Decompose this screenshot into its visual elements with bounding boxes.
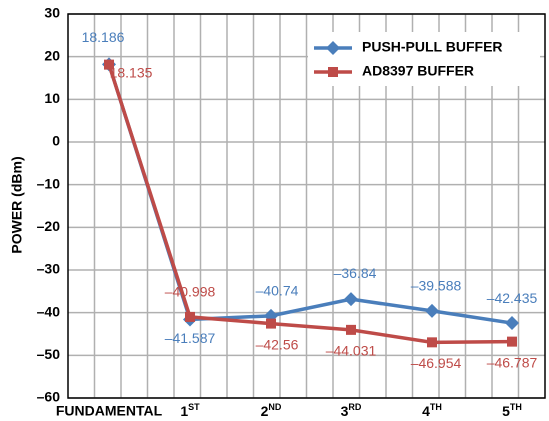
y-tick-label: 10 [44, 90, 60, 106]
y-tick-label: –10 [37, 175, 61, 191]
legend-marker [328, 67, 338, 77]
y-tick-label: –60 [37, 389, 61, 405]
x-tick-label: FUNDAMENTAL [56, 403, 163, 419]
marker [104, 59, 114, 70]
data-label: –46.954 [411, 355, 462, 371]
marker [505, 316, 519, 331]
y-tick-label: 20 [44, 47, 60, 63]
data-label: –39.588 [411, 278, 462, 294]
y-tick-label: 0 [52, 133, 60, 149]
x-tick-label: 3RD [341, 402, 362, 418]
y-tick-label: –30 [37, 261, 61, 277]
y-tick-label: –50 [37, 346, 61, 362]
x-tick-label: 5TH [502, 402, 522, 418]
y-tick-label: –40 [37, 303, 61, 319]
marker [346, 324, 356, 335]
x-tick-label: 4TH [422, 402, 442, 418]
marker [507, 336, 517, 347]
legend-box [308, 32, 540, 86]
marker [425, 303, 439, 318]
data-label: –42.435 [487, 290, 538, 306]
data-label: 18.186 [82, 29, 125, 45]
legend-label: AD8397 BUFFER [362, 63, 474, 79]
data-label: –46.787 [487, 354, 538, 370]
plot-frame [67, 13, 546, 399]
legend-marker [326, 41, 340, 55]
data-label: –44.031 [326, 343, 377, 359]
marker [427, 337, 437, 348]
marker [344, 292, 358, 307]
y-tick-label: 30 [44, 5, 60, 21]
x-tick-label: 1ST [180, 402, 200, 418]
data-label: –42.56 [256, 336, 299, 352]
series-line [107, 64, 513, 345]
data-label: –40.74 [256, 283, 299, 299]
data-label: –40.998 [165, 284, 216, 300]
data-label: 18.135 [110, 64, 153, 80]
x-tick-label: 2ND [261, 402, 282, 418]
y-tick-label: –20 [37, 218, 61, 234]
data-label: –41.587 [165, 330, 216, 346]
legend-label: PUSH-PULL BUFFER [362, 39, 503, 55]
data-label: –36.84 [334, 265, 377, 281]
marker [266, 318, 276, 329]
marker [185, 311, 195, 322]
y-axis-label: POWER (dBm) [9, 156, 25, 253]
